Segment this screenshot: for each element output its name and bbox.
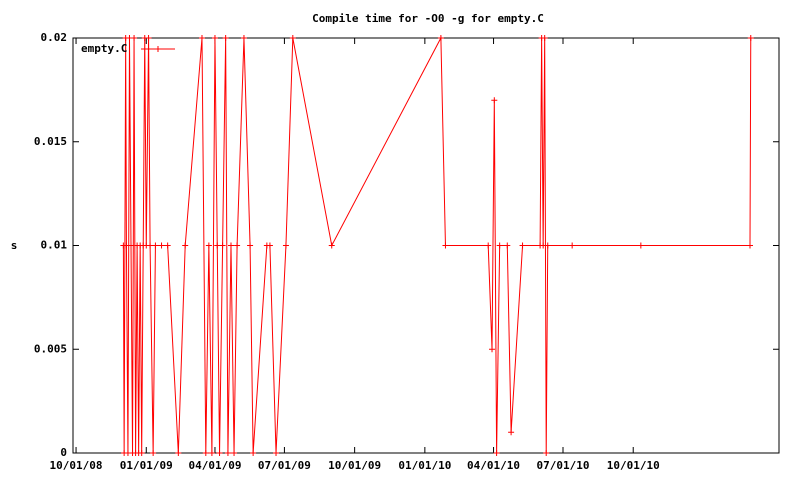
point: [442, 242, 449, 249]
point: [211, 35, 218, 41]
point: [138, 450, 145, 456]
x-tick-label: 07/01/10: [537, 459, 590, 472]
point: [247, 242, 254, 249]
x-tick-label: 07/01/09: [258, 459, 311, 472]
point: [222, 35, 229, 41]
point: [234, 242, 241, 249]
point: [152, 242, 159, 249]
point: [493, 450, 500, 456]
point: [224, 450, 231, 456]
x-tick-label: 04/01/09: [188, 459, 241, 472]
x-tick-label: 01/01/09: [120, 459, 173, 472]
point: [508, 429, 515, 436]
point: [266, 242, 273, 249]
point: [216, 450, 223, 456]
point: [147, 242, 154, 249]
x-tick-label: 10/01/09: [328, 459, 381, 472]
point: [208, 450, 215, 456]
point: [214, 242, 221, 249]
point: [747, 35, 754, 41]
point: [289, 35, 296, 41]
legend-swatch: [141, 46, 175, 52]
point: [250, 450, 257, 456]
y-tick-label: 0.015: [34, 135, 67, 148]
point: [175, 450, 182, 456]
point: [131, 35, 138, 41]
point: [328, 242, 335, 249]
y-tick-label: 0: [60, 446, 67, 459]
point: [491, 97, 498, 104]
point: [219, 242, 226, 249]
y-tick-label: 0.01: [41, 239, 68, 252]
point: [569, 242, 576, 249]
point: [504, 242, 511, 249]
point: [544, 242, 551, 249]
point: [637, 242, 644, 249]
y-tick-label: 0.02: [41, 31, 68, 44]
point: [150, 450, 157, 456]
point: [202, 450, 209, 456]
point: [227, 242, 234, 249]
point: [543, 450, 550, 456]
x-tick-label: 10/01/10: [607, 459, 660, 472]
point: [746, 242, 753, 249]
point: [158, 242, 165, 249]
chart-title: Compile time for -O0 -g for empty.C: [312, 12, 544, 25]
point: [240, 35, 247, 41]
point: [182, 242, 189, 249]
point: [205, 242, 212, 249]
legend-label: empty.C: [81, 42, 127, 55]
point: [231, 450, 238, 456]
point: [489, 346, 496, 353]
point: [128, 242, 135, 249]
point: [282, 242, 289, 249]
y-axis-label: s: [11, 239, 18, 252]
point: [198, 35, 205, 41]
point: [485, 242, 492, 249]
point: [437, 35, 444, 41]
point: [164, 242, 171, 249]
x-tick-label: 01/01/10: [398, 459, 451, 472]
point: [496, 242, 503, 249]
point: [145, 35, 152, 41]
x-tick-label: 04/01/10: [467, 459, 520, 472]
x-tick-label: 10/01/08: [50, 459, 103, 472]
point: [519, 242, 526, 249]
point: [541, 35, 548, 41]
point: [273, 450, 280, 456]
y-tick-label: 0.005: [34, 342, 67, 355]
